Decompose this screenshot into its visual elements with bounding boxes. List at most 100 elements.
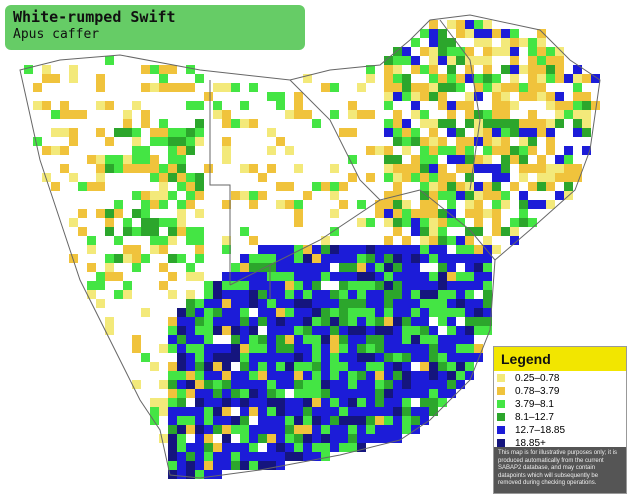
grid-cell — [483, 155, 492, 164]
grid-cell — [330, 362, 339, 371]
grid-cell — [348, 245, 357, 254]
grid-cell — [150, 191, 159, 200]
grid-cell — [528, 56, 537, 65]
grid-cell — [546, 92, 555, 101]
grid-cell — [285, 245, 294, 254]
grid-cell — [240, 119, 249, 128]
grid-cell — [294, 425, 303, 434]
grid-cell — [456, 236, 465, 245]
grid-cell — [312, 119, 321, 128]
grid-cell — [519, 83, 528, 92]
grid-cell — [105, 209, 114, 218]
grid-cells — [24, 20, 600, 479]
grid-cell — [384, 281, 393, 290]
legend-label: 8.1–12.7 — [515, 411, 554, 423]
grid-cell — [465, 254, 474, 263]
grid-cell — [465, 308, 474, 317]
grid-cell — [33, 83, 42, 92]
grid-cell — [285, 146, 294, 155]
grid-cell — [276, 317, 285, 326]
grid-cell — [177, 83, 186, 92]
grid-cell — [312, 254, 321, 263]
grid-cell — [123, 128, 132, 137]
grid-cell — [240, 191, 249, 200]
grid-cell — [411, 56, 420, 65]
grid-cell — [105, 326, 114, 335]
grid-cell — [447, 218, 456, 227]
grid-cell — [429, 236, 438, 245]
grid-cell — [213, 317, 222, 326]
legend-swatch — [497, 439, 505, 447]
grid-cell — [276, 416, 285, 425]
grid-cell — [393, 74, 402, 83]
grid-cell — [447, 101, 456, 110]
grid-cell — [474, 281, 483, 290]
legend: Legend 0.25–0.78 0.78–3.79 3.79–8.1 8.1–12.… — [493, 346, 627, 494]
grid-cell — [429, 254, 438, 263]
grid-cell — [195, 416, 204, 425]
grid-cell — [591, 101, 600, 110]
grid-cell — [429, 146, 438, 155]
grid-cell — [321, 308, 330, 317]
grid-cell — [294, 245, 303, 254]
grid-cell — [321, 272, 330, 281]
grid-cell — [447, 326, 456, 335]
grid-cell — [303, 425, 312, 434]
grid-cell — [366, 290, 375, 299]
grid-cell — [177, 407, 186, 416]
grid-cell — [411, 227, 420, 236]
grid-cell — [447, 191, 456, 200]
grid-cell — [465, 164, 474, 173]
grid-cell — [195, 182, 204, 191]
grid-cell — [357, 218, 366, 227]
grid-cell — [258, 461, 267, 470]
grid-cell — [447, 173, 456, 182]
grid-cell — [231, 299, 240, 308]
grid-cell — [537, 182, 546, 191]
grid-cell — [177, 353, 186, 362]
grid-cell — [564, 146, 573, 155]
grid-cell — [276, 362, 285, 371]
grid-cell — [447, 74, 456, 83]
grid-cell — [294, 335, 303, 344]
grid-cell — [321, 236, 330, 245]
grid-cell — [375, 398, 384, 407]
grid-cell — [420, 110, 429, 119]
grid-cell — [573, 128, 582, 137]
grid-cell — [429, 128, 438, 137]
grid-cell — [177, 254, 186, 263]
grid-cell — [123, 110, 132, 119]
grid-cell — [438, 164, 447, 173]
grid-cell — [384, 173, 393, 182]
grid-cell — [276, 101, 285, 110]
grid-cell — [366, 416, 375, 425]
grid-cell — [483, 74, 492, 83]
grid-cell — [393, 155, 402, 164]
grid-cell — [222, 110, 231, 119]
grid-cell — [501, 155, 510, 164]
grid-cell — [285, 254, 294, 263]
grid-cell — [321, 434, 330, 443]
grid-cell — [321, 452, 330, 461]
grid-cell — [564, 182, 573, 191]
grid-cell — [42, 65, 51, 74]
grid-cell — [159, 74, 168, 83]
grid-cell — [204, 344, 213, 353]
grid-cell — [357, 254, 366, 263]
grid-cell — [294, 200, 303, 209]
grid-cell — [393, 173, 402, 182]
grid-cell — [222, 461, 231, 470]
grid-cell — [168, 434, 177, 443]
grid-cell — [420, 146, 429, 155]
grid-cell — [150, 218, 159, 227]
grid-cell — [402, 326, 411, 335]
grid-cell — [213, 461, 222, 470]
grid-cell — [339, 389, 348, 398]
disclaimer: This map is for illustrative purposes on… — [494, 447, 626, 493]
grid-cell — [132, 137, 141, 146]
grid-cell — [141, 209, 150, 218]
grid-cell — [402, 56, 411, 65]
grid-cell — [564, 155, 573, 164]
grid-cell — [339, 398, 348, 407]
grid-cell — [249, 398, 258, 407]
